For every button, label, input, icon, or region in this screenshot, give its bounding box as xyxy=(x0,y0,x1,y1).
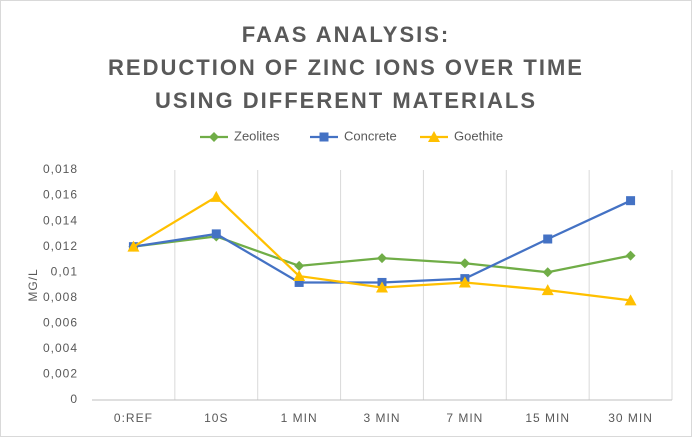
marker xyxy=(377,253,387,264)
y-tick-label: 0,004 xyxy=(43,341,78,355)
y-tick-label: 0,002 xyxy=(43,367,78,381)
marker xyxy=(127,240,140,252)
legend-label: Goethite xyxy=(454,128,503,143)
marker xyxy=(209,132,219,142)
marker xyxy=(293,270,306,282)
marker xyxy=(210,190,223,202)
marker xyxy=(543,234,553,244)
marker xyxy=(625,250,636,261)
legend-label: Concrete xyxy=(344,128,397,143)
marker xyxy=(294,260,305,271)
legend-label: Zeolites xyxy=(234,128,280,143)
chart-title: REDUCTION OF ZINC IONS OVER TIME xyxy=(108,55,584,80)
marker xyxy=(542,267,553,278)
y-tick-label: 0,012 xyxy=(43,239,78,253)
x-tick-label: 10S xyxy=(204,411,228,425)
marker xyxy=(428,131,440,142)
y-tick-label: 0,008 xyxy=(43,290,78,304)
chart-title: USING DIFFERENT MATERIALS xyxy=(155,88,537,113)
x-tick-label: 7 MIN xyxy=(446,411,483,425)
marker xyxy=(376,281,388,293)
x-tick-label: 3 MIN xyxy=(363,411,400,425)
marker xyxy=(319,132,329,142)
marker xyxy=(459,258,470,269)
marker xyxy=(626,196,636,206)
y-tick-label: 0,014 xyxy=(43,213,78,227)
chart-title: FAAS ANALYSIS: xyxy=(242,22,451,47)
marker xyxy=(294,277,304,287)
y-tick-label: 0 xyxy=(70,392,78,406)
x-tick-label: 15 MIN xyxy=(525,411,570,425)
y-axis-label: MG/L xyxy=(26,268,40,301)
y-tick-label: 0,01 xyxy=(51,264,78,278)
marker xyxy=(211,229,221,239)
marker xyxy=(541,284,554,296)
x-tick-label: 0:REF xyxy=(114,411,153,425)
y-tick-label: 0,006 xyxy=(43,316,78,330)
y-tick-label: 0,018 xyxy=(43,162,78,176)
y-tick-label: 0,016 xyxy=(43,188,78,202)
x-tick-label: 30 MIN xyxy=(608,411,653,425)
marker xyxy=(624,294,637,306)
marker xyxy=(458,276,471,288)
x-tick-label: 1 MIN xyxy=(281,411,318,425)
